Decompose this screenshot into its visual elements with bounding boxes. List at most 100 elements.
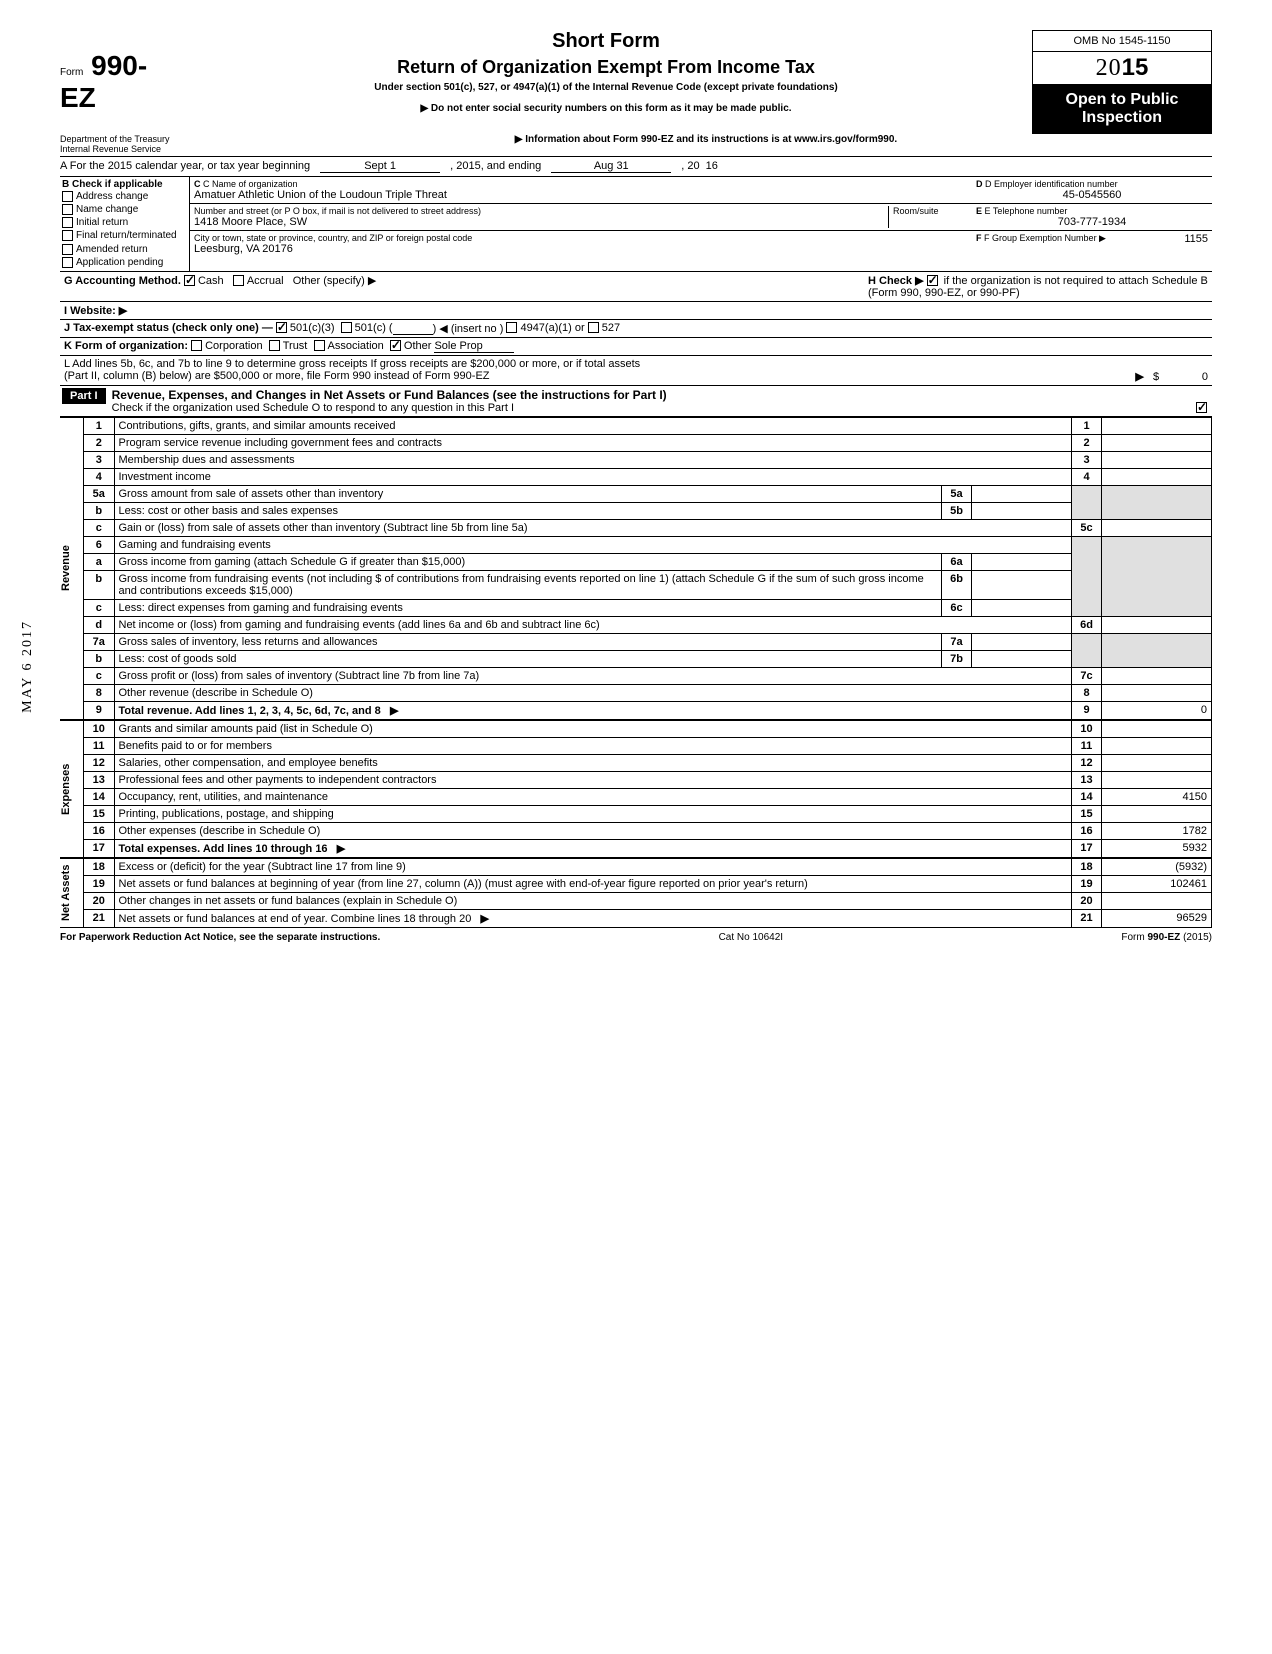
row-i: I Website: ▶ [60,302,1212,320]
row-k: K Form of organization: Corporation Trus… [60,338,1212,356]
other-org-value[interactable]: Sole Prop [434,340,514,353]
org-name-label: C Name of organization [203,179,298,189]
opt-corporation: Corporation [205,340,262,353]
check-4947[interactable] [506,322,517,333]
check-name-change[interactable]: Name change [62,203,187,216]
room-suite-label: Room/suite [893,206,968,216]
tax-exempt-label: J Tax-exempt status (check only one) — [64,322,273,335]
opt-501c-insert: ) ◀ (insert no ) [433,322,504,335]
line-2: 2Program service revenue including gover… [84,434,1212,451]
line-10: 10Grants and similar amounts paid (list … [84,720,1212,737]
footer-left: For Paperwork Reduction Act Notice, see … [60,932,380,943]
footer-center: Cat No 10642I [719,932,784,943]
opt-501c: 501(c) ( [355,322,393,335]
row-l: L Add lines 5b, 6c, and 7b to line 9 to … [60,356,1212,386]
line-7a: 7aGross sales of inventory, less returns… [84,633,1212,650]
check-501c3[interactable] [276,322,287,333]
tax-year-mid: , 2015, and ending [450,160,541,173]
check-final-return[interactable]: Final return/terminated [62,229,187,242]
check-association[interactable] [314,340,325,351]
check-cash[interactable] [184,275,195,286]
check-amended-return[interactable]: Amended return [62,243,187,256]
check-initial-return[interactable]: Initial return [62,216,187,229]
line-5a: 5aGross amount from sale of assets other… [84,485,1212,502]
line-12: 12Salaries, other compensation, and empl… [84,754,1212,771]
department-label: Department of the Treasury Internal Reve… [60,134,200,154]
line-4: 4Investment income4 [84,468,1212,485]
row-l-text2: (Part II, column (B) below) are $500,000… [64,370,490,383]
part-i-label: Part I [62,388,106,404]
department-row: Department of the Treasury Internal Reve… [60,134,1212,157]
group-exemption-value[interactable]: 1155 [1184,233,1208,253]
tax-year-begin[interactable]: Sept 1 [320,160,440,173]
page-footer: For Paperwork Reduction Act Notice, see … [60,928,1212,943]
group-exemption-field: F F Group Exemption Number ▶ 1155 [972,231,1212,255]
line-6b: bGross income from fundraising events (n… [84,570,1212,599]
form-number-box: Form 990-EZ [60,30,180,114]
under-section: Under section 501(c), 527, or 4947(a)(1)… [200,82,1012,93]
title-box: Short Form Return of Organization Exempt… [190,30,1022,114]
check-trust[interactable] [269,340,280,351]
tax-year-end[interactable]: Aug 31 [551,160,671,173]
check-application-pending[interactable]: Application pending [62,256,187,269]
org-city-label: City or town, state or province, country… [194,233,968,243]
footer-right: Form 990-EZ (2015) [1121,932,1212,943]
line-6: 6Gaming and fundraising events [84,536,1212,553]
part-i-check-line: Check if the organization used Schedule … [112,402,514,414]
row-l-value[interactable]: 0 [1202,371,1208,383]
org-address-field: Number and street (or P O box, if mail i… [190,204,972,231]
tax-year: 2015 [1032,52,1212,85]
net-assets-section: Net Assets 18Excess or (deficit) for the… [60,858,1212,928]
opt-501c3: 501(c)(3) [290,322,335,335]
group-exemption-label: F Group Exemption Number ▶ [984,233,1106,243]
line-6a: aGross income from gaming (attach Schedu… [84,553,1212,570]
phone-value[interactable]: 703-777-1934 [976,216,1208,228]
form-prefix: Form [60,67,83,78]
line-7b: bLess: cost of goods sold7b [84,650,1212,667]
expenses-side-label: Expenses [60,720,84,858]
row-l-text1: L Add lines 5b, 6c, and 7b to line 9 to … [64,358,1208,370]
expenses-table: 10Grants and similar amounts paid (list … [84,720,1212,858]
phone-field: E E Telephone number 703-777-1934 [972,204,1212,231]
line-9: 9Total revenue. Add lines 1, 2, 3, 4, 5c… [84,701,1212,719]
net-assets-table: 18Excess or (deficit) for the year (Subt… [84,858,1212,928]
check-schedule-b[interactable] [927,275,938,286]
line-5c: cGain or (loss) from sale of assets othe… [84,519,1212,536]
phone-label: E Telephone number [985,206,1068,216]
org-city-value[interactable]: Leesburg, VA 20176 [194,243,968,255]
line-20: 20Other changes in net assets or fund ba… [84,892,1212,909]
scan-date-stamp: MAY 6 2017 [20,620,36,713]
revenue-side-label: Revenue [60,417,84,720]
line-15: 15Printing, publications, postage, and s… [84,805,1212,822]
info-directive: ▶ Information about Form 990-EZ and its … [200,134,1212,154]
org-name-value[interactable]: Amatuer Athletic Union of the Loudoun Tr… [194,189,968,201]
omb-number: OMB No 1545-1150 [1032,30,1212,52]
opt-trust: Trust [283,340,308,353]
ein-value[interactable]: 45-0545560 [976,189,1208,201]
opt-527: 527 [602,322,620,335]
opt-4947: 4947(a)(1) or [520,322,584,335]
org-address-value[interactable]: 1418 Moore Place, SW [194,216,888,228]
line-18: 18Excess or (deficit) for the year (Subt… [84,858,1212,875]
check-address-change[interactable]: Address change [62,190,187,203]
check-corporation[interactable] [191,340,202,351]
ein-label: D Employer identification number [985,179,1118,189]
check-accrual[interactable] [233,275,244,286]
check-schedule-o[interactable] [1196,402,1207,413]
tax-year-row: A For the 2015 calendar year, or tax yea… [60,157,1212,177]
line-1: 1Contributions, gifts, grants, and simil… [84,417,1212,434]
h-check-label: H Check ▶ [868,275,924,287]
right-info-column: D D Employer identification number 45-05… [972,177,1212,271]
org-city-field: City or town, state or province, country… [190,231,972,257]
return-title: Return of Organization Exempt From Incom… [200,57,1012,78]
directive-ssn: ▶ Do not enter social security numbers o… [200,103,1012,114]
check-other-org[interactable] [390,340,401,351]
other-method-label: Other (specify) ▶ [293,275,377,287]
line-11: 11Benefits paid to or for members11 [84,737,1212,754]
cash-label: Cash [198,275,224,287]
check-527[interactable] [588,322,599,333]
tax-year-tail: , 20 [681,160,699,173]
tax-year-tail-year[interactable]: 16 [706,160,718,173]
form-org-label: K Form of organization: [64,340,188,353]
check-501c[interactable] [341,322,352,333]
